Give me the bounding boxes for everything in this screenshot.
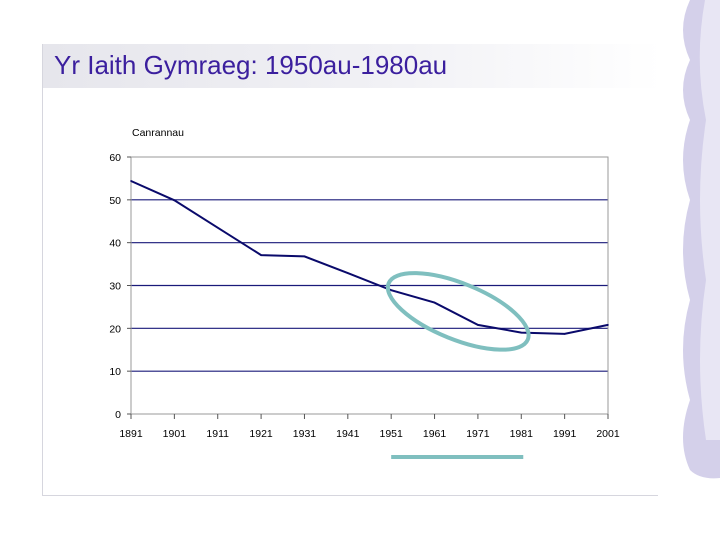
- y-tick-label: 40: [109, 238, 121, 250]
- y-tick-label: 0: [115, 409, 121, 421]
- data-point-1951: [390, 289, 392, 292]
- x-tick-label: 1931: [293, 428, 317, 440]
- slide-title: Yr Iaith Gymraeg: 1950au-1980au: [54, 50, 448, 80]
- y-tick-label: 60: [109, 152, 121, 164]
- data-point-1971: [477, 324, 479, 326]
- data-point-1921: [260, 254, 262, 256]
- y-tick-label: 50: [109, 195, 121, 207]
- data-point-1931: [303, 255, 306, 258]
- y-tick-label: 10: [109, 366, 121, 378]
- data-point-1941: [347, 272, 349, 274]
- highlight-ellipse: [385, 271, 531, 352]
- x-tick-label: 1961: [423, 428, 447, 440]
- y-tick-labels: 0 10 20 30 40 50 60: [109, 152, 131, 421]
- x-tick-label: 1971: [466, 428, 490, 440]
- data-point-1981: [520, 331, 523, 334]
- x-tick-label: 1921: [249, 428, 273, 440]
- x-tick-labels: 1891 1901 1911 1921 1931 1941 1951 1961 1971 1981…: [119, 414, 620, 440]
- x-tick-label: 1951: [380, 428, 404, 440]
- x-tick-label: 1941: [336, 428, 360, 440]
- title-bar: [42, 44, 662, 88]
- series-group: [130, 180, 609, 335]
- y-tick-label: 30: [109, 281, 121, 293]
- x-tick-label: 2001: [596, 428, 620, 440]
- slide-frame-left: [42, 44, 43, 496]
- gridlines: [131, 199, 608, 372]
- x-tick-label: 1901: [163, 428, 187, 440]
- x-tick-label: 1911: [206, 428, 229, 440]
- data-point-2001: [607, 324, 609, 326]
- y-tick-label: 20: [109, 323, 121, 335]
- series-line-0: [130, 180, 609, 335]
- data-point-1901: [173, 199, 176, 202]
- data-point-1961: [433, 301, 436, 304]
- slide-frame-bottom: [42, 495, 658, 496]
- data-point-1911: [216, 226, 219, 229]
- data-point-1991: [563, 333, 566, 335]
- x-tick-label: 1991: [553, 428, 577, 440]
- x-tick-label: 1981: [510, 428, 534, 440]
- x-tick-label: 1891: [119, 428, 143, 440]
- y-axis-label: Canrannau: [132, 127, 184, 139]
- highlight-group: [385, 271, 531, 459]
- data-point-1891: [130, 180, 132, 182]
